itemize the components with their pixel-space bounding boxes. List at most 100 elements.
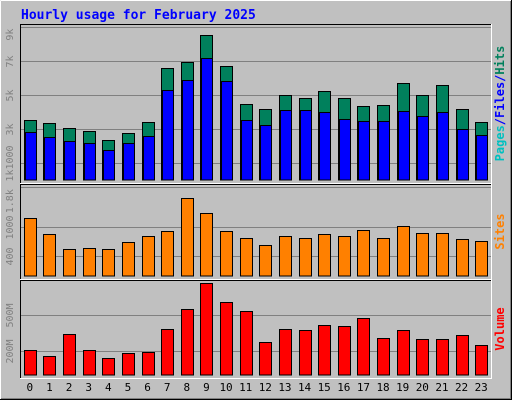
bar-files (437, 112, 449, 181)
bar-files (339, 119, 351, 181)
y-tick-label: 500M (5, 303, 16, 327)
bar-files (398, 111, 410, 181)
bar-files (378, 121, 390, 181)
bar-volume (318, 325, 331, 376)
bar-files (84, 143, 96, 181)
bar-volume (259, 342, 272, 376)
side-label-part: / (493, 75, 507, 82)
panel-sites: 400 1000 1.8k Sites (5, 184, 507, 280)
bar-volume (181, 309, 194, 376)
bar-volume (338, 326, 351, 376)
bar-sites (102, 249, 115, 277)
bar-sites (83, 248, 96, 277)
bar-volume (397, 330, 410, 376)
bar-sites (259, 245, 272, 277)
y-tick-label: 200M (5, 339, 16, 363)
x-tick-label: 7 (164, 381, 171, 394)
side-label-part: Files (493, 82, 507, 118)
y-tick-label: 3k (5, 123, 16, 135)
side-label-part: Volume (493, 307, 507, 350)
bar-volume (43, 356, 56, 376)
x-tick-label: 4 (105, 381, 112, 394)
bar-volume (357, 318, 370, 376)
bar-sites (122, 242, 135, 277)
y-tick-label: 5k (5, 89, 16, 101)
bar-volume (279, 329, 292, 376)
x-tick-label: 8 (184, 381, 191, 394)
x-tick-label: 22 (455, 381, 468, 394)
bar-volume (122, 353, 135, 376)
bar-sites (338, 236, 351, 277)
bar-files (44, 137, 56, 181)
bar-files (143, 136, 155, 181)
side-label-part: Sites (493, 213, 507, 249)
bar-volume (436, 339, 449, 376)
x-tick-label: 15 (318, 381, 331, 394)
bar-files (300, 110, 312, 181)
side-label-hits-files-pages: Pages/Files/Hits (493, 46, 507, 162)
x-tick-label: 2 (66, 381, 73, 394)
x-tick-label: 20 (416, 381, 429, 394)
bar-volume (377, 338, 390, 376)
x-tick-label: 1 (46, 381, 53, 394)
x-tick-label: 19 (396, 381, 409, 394)
bar-sites (416, 233, 429, 277)
x-tick-label: 3 (85, 381, 92, 394)
side-label-part: Pages (493, 125, 507, 161)
bar-volume (83, 350, 96, 376)
bar-sites (43, 234, 56, 277)
x-tick-label: 10 (219, 381, 232, 394)
side-label-volume: Volume (493, 307, 507, 350)
bar-files (103, 150, 115, 181)
y-tick-label: 1.8k (5, 189, 16, 213)
bar-files (123, 143, 135, 181)
bar-volume (416, 339, 429, 376)
chart-panels: 1k1000 3k 5k 7k 9k Pages/Files/Hits 400 1000 1.8… (5, 24, 507, 379)
bar-sites (475, 241, 488, 277)
panel-background (20, 280, 491, 378)
bar-volume (24, 350, 37, 376)
bar-sites (200, 213, 213, 277)
y-tick-label: 1k1000 (5, 145, 16, 181)
y-tick-label: 7k (5, 55, 16, 67)
panel-background (20, 184, 491, 279)
bar-files (319, 112, 331, 181)
bar-volume (299, 330, 312, 376)
bar-sites (279, 236, 292, 277)
x-tick-label: 21 (435, 381, 448, 394)
bar-files (221, 81, 233, 181)
bar-volume (475, 345, 488, 376)
bar-sites (397, 226, 410, 277)
bar-volume (161, 329, 174, 376)
x-tick-label: 17 (357, 381, 370, 394)
x-tick-label: 13 (278, 381, 291, 394)
side-label-part: / (493, 118, 507, 125)
panel-background (20, 24, 491, 183)
x-tick-label: 11 (239, 381, 252, 394)
bar-files (201, 58, 213, 181)
bar-files (162, 90, 174, 181)
x-axis: 0 1 2 3 4 5 6 7 8 9 10 11 12 13 14 15 16 17 18 19 20 21 22 23 (27, 381, 488, 394)
panel-hits-files-pages: 1k1000 3k 5k 7k 9k Pages/Files/Hits (5, 24, 507, 184)
side-label-sites: Sites (493, 213, 507, 249)
bar-files (457, 129, 469, 181)
bar-volume (200, 283, 213, 376)
bar-sites (240, 238, 253, 277)
bar-sites (220, 231, 233, 277)
bar-sites (161, 231, 174, 277)
bar-files (476, 135, 488, 181)
bar-files (280, 110, 292, 181)
y-tick-label: 1000 (5, 215, 16, 239)
x-tick-label: 18 (376, 381, 389, 394)
y-tick-label: 9k (5, 29, 16, 41)
bar-sites (318, 234, 331, 277)
chart-title: Hourly usage for February 2025 (21, 8, 256, 23)
bar-volume (63, 334, 76, 376)
bar-files (25, 132, 37, 181)
x-tick-label: 5 (125, 381, 132, 394)
bar-sites (377, 238, 390, 277)
bar-sites (63, 249, 76, 277)
bar-files (241, 120, 253, 181)
y-tick-label: 400 (5, 247, 16, 265)
